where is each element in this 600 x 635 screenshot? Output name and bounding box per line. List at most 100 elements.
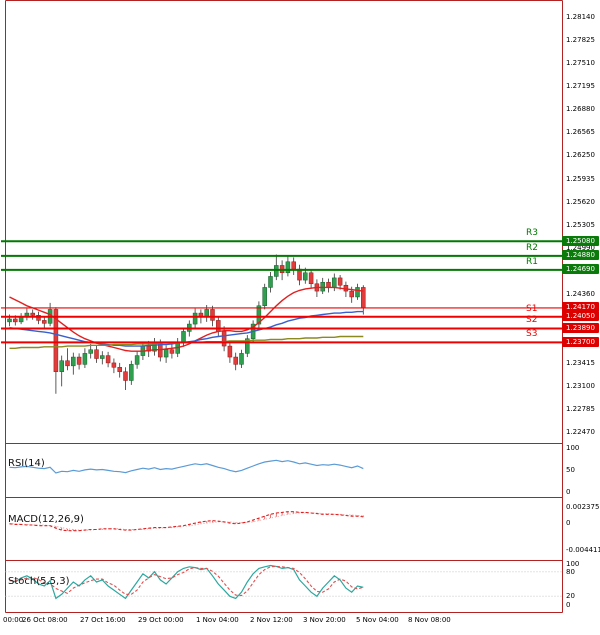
candle-bearish [291,261,296,270]
candle-bearish [111,362,117,368]
level-label-r1: R1 [526,256,538,267]
date-axis-label: 29 Oct 00:00 [138,616,184,624]
candlestick-series [7,254,366,394]
date-axis-label: 26 Oct 08:00 [22,616,68,624]
candle-bearish [105,355,111,364]
axis-badge-r3: 1.25080 [562,235,599,246]
candle-bullish [82,353,88,365]
candle-bearish [30,312,35,316]
candle-bullish [7,318,12,323]
price-axis-label: 1.26565 [566,128,595,137]
candle-bullish [268,276,273,288]
candle-bullish [355,287,360,298]
price-axis-label: 1.27195 [566,82,595,91]
candle-bearish [169,349,175,354]
candle-bullish [245,338,250,354]
price-axis-label: 1.25305 [566,220,595,229]
date-axis-label: 8 Nov 08:00 [408,616,451,624]
candle-bearish [308,272,314,285]
candle-bullish [129,364,134,381]
candle-bearish [216,320,221,332]
stoch-axis-label: 80 [566,567,575,576]
candle-bullish [239,353,244,365]
macd-signal-line [9,512,364,531]
candle-bullish [181,331,186,343]
candle-bullish [303,272,308,281]
candle-bearish [42,320,47,324]
price-axis-label: 1.22470 [566,428,595,437]
rsi-axis-label: 50 [566,465,575,474]
candle-bullish [274,265,279,277]
date-axis-label: 3 Nov 20:00 [303,616,346,624]
candle-bullish [204,309,209,317]
price-axis-label: 1.25935 [566,174,595,183]
date-axis-label: 27 Oct 16:00 [80,616,126,624]
axis-badge-current-price: 1.24170 [562,302,599,313]
candle-bullish [163,349,169,358]
price-axis-label: 1.23100 [566,382,595,391]
candle-bearish [36,315,41,321]
axis-badge-r2: 1.24880 [562,250,599,261]
candle-bullish [71,356,76,367]
level-label-s2: S2 [526,315,538,326]
date-axis-label: 2 Nov 12:00 [250,616,293,624]
candle-bearish [94,349,99,359]
price-axis-label: 1.26250 [566,151,595,160]
candle-bearish [117,367,122,372]
level-label-s1: S1 [526,303,538,314]
axis-badge-s2: 1.23890 [562,322,599,333]
candle-bullish [256,305,262,325]
candle-bearish [227,345,233,358]
axis-badge-s3: 1.23700 [562,336,599,347]
price-axis-label: 1.28140 [566,13,595,21]
candle-bearish [53,309,59,372]
candle-bearish [349,290,354,298]
stoch-label: Stoch(5,5,3) [8,576,70,587]
price-axis-label: 1.26880 [566,105,595,114]
stoch-k-line [9,564,364,600]
candle-bullish [88,349,93,354]
rsi-line [9,459,364,474]
rsi-axis-label: 0 [566,487,571,496]
date-axis-label: 00:00 [3,616,24,624]
price-axis-label: 1.27510 [566,59,595,68]
stoch-axis-label: 20 [566,592,575,601]
price-axis-label: 1.25620 [566,197,595,206]
candle-bearish [221,331,227,347]
rsi-label: RSI(14) [8,458,45,469]
candle-bullish [192,312,198,325]
candle-bearish [65,360,70,367]
macd-axis-label: 0 [566,518,571,527]
macd-label: MACD(12,26,9) [8,514,84,525]
candle-bullish [59,360,64,372]
candle-bearish [326,282,331,288]
candle-bearish [233,356,238,365]
stoch-d-line [9,565,364,597]
date-axis-label: 5 Nov 04:00 [356,616,399,624]
candle-bearish [123,371,128,381]
candle-bullish [134,355,140,365]
macd-axis-label: -0.004411 [566,546,600,555]
price-axis-label: 1.24990 [566,243,595,252]
date-axis-label: 1 Nov 04:00 [196,616,239,624]
candle-bullish [100,355,105,359]
level-label-s3: S3 [526,329,538,340]
candle-bullish [332,277,337,288]
macd-axis-label: 0.002375 [566,503,600,512]
candle-bearish [76,356,82,365]
candle-bullish [320,282,325,292]
candle-bearish [337,277,343,286]
level-label-r2: R2 [526,242,538,253]
price-axis-label: 1.27825 [566,36,595,45]
candle-bearish [210,309,215,321]
chart-frame [5,0,563,613]
price-axis-label: 1.23415 [566,359,595,368]
candle-bearish [13,318,18,323]
axis-badge-s1: 1.24050 [562,311,599,322]
level-label-r3: R3 [526,228,538,239]
price-axis-label: 1.22785 [566,405,595,414]
rsi-axis-label: 100 [566,443,580,452]
candle-bullish [285,261,291,274]
